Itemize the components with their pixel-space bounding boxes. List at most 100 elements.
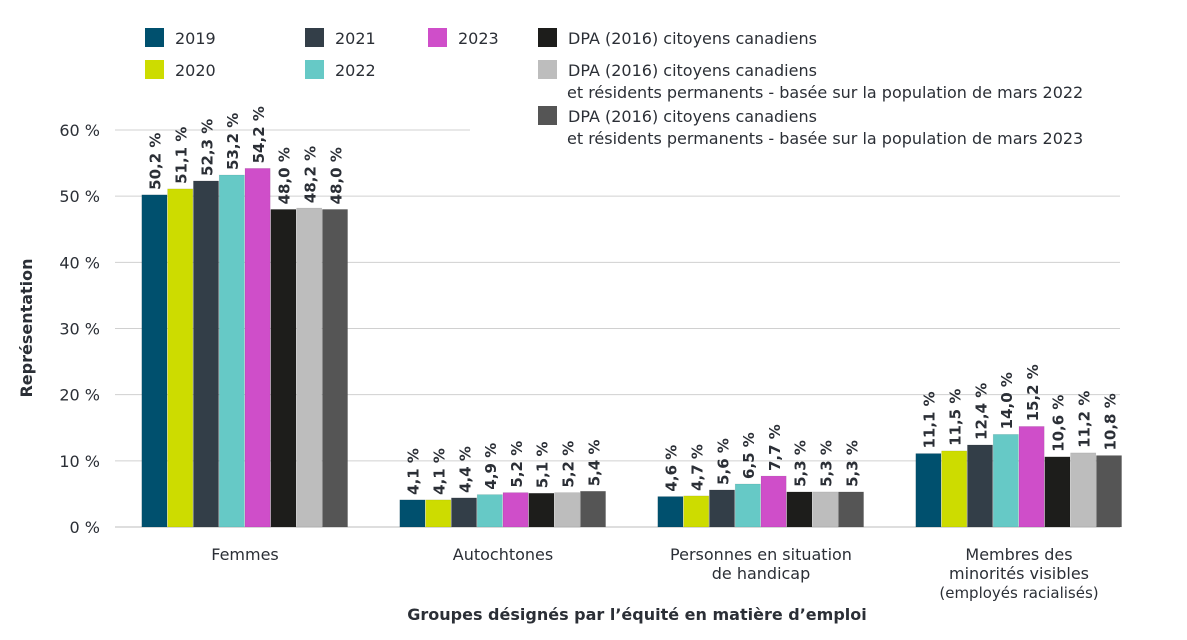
bar	[476, 494, 503, 528]
legend-swatch	[538, 28, 557, 47]
legend-swatch	[305, 28, 324, 47]
data-label: 54,2 %	[250, 106, 268, 163]
bar	[270, 209, 297, 528]
data-label: 4,6 %	[663, 445, 681, 492]
data-label: 7,7 %	[766, 424, 784, 471]
bar	[734, 483, 761, 528]
x-category-label: Autochtones	[453, 545, 553, 564]
bar	[580, 490, 606, 528]
bar	[760, 475, 787, 528]
bar	[141, 194, 168, 528]
data-label: 5,3 %	[792, 440, 810, 487]
x-category-label: (employés racialisés)	[939, 584, 1098, 602]
x-category-label: Femmes	[211, 545, 279, 564]
bar	[941, 450, 968, 528]
bar	[657, 496, 684, 528]
bar	[786, 491, 813, 528]
bar	[399, 499, 426, 528]
bar	[218, 174, 245, 528]
data-label: 5,1 %	[534, 441, 552, 488]
bar	[502, 492, 529, 528]
data-label: 50,2 %	[147, 133, 165, 190]
y-tick-label: 0 %	[70, 518, 100, 537]
data-label: 11,1 %	[921, 391, 939, 448]
bar	[451, 497, 477, 528]
legend-swatch	[305, 60, 324, 79]
bar	[1044, 456, 1071, 528]
bar	[244, 168, 271, 528]
legend: 2019 2020 2021 2022 2023 DPA (2016) citoyens …	[145, 20, 1120, 150]
bar	[1070, 452, 1097, 528]
bar	[992, 434, 1019, 528]
legend-label: DPA (2016) citoyens canadiens	[568, 61, 817, 80]
legend-label: 2019	[175, 29, 216, 48]
legend-swatch	[538, 60, 557, 79]
y-tick-label: 40 %	[59, 253, 100, 272]
data-label: 15,2 %	[1024, 364, 1042, 421]
bar	[1018, 426, 1045, 528]
data-label: 10,6 %	[1050, 395, 1068, 452]
bar	[167, 188, 194, 528]
x-category-label: Membres des	[965, 545, 1072, 564]
data-label: 5,4 %	[585, 439, 603, 486]
bar	[528, 492, 555, 528]
bar	[812, 491, 839, 528]
data-label: 4,1 %	[431, 448, 449, 495]
bar	[838, 491, 864, 528]
legend-swatch	[145, 28, 164, 47]
y-tick-label: 30 %	[59, 320, 100, 339]
data-label: 11,5 %	[947, 389, 965, 446]
data-label: 5,2 %	[508, 441, 526, 488]
data-label: 14,0 %	[998, 372, 1016, 429]
y-tick-label: 60 %	[59, 121, 100, 140]
legend-label: 2021	[335, 29, 376, 48]
data-label: 4,7 %	[689, 444, 707, 491]
data-label: 48,2 %	[302, 146, 320, 203]
x-axis-label: Groupes désignés par l’équité en matière…	[407, 605, 866, 624]
data-label: 10,8 %	[1101, 393, 1119, 450]
data-label: 48,0 %	[327, 147, 345, 204]
data-label: 5,6 %	[714, 438, 732, 485]
y-tick-label: 20 %	[59, 386, 100, 405]
legend-label: 2020	[175, 61, 216, 80]
data-label: 48,0 %	[276, 147, 294, 204]
x-category-label: minorités visibles	[949, 564, 1089, 583]
data-label: 6,5 %	[740, 432, 758, 479]
data-label: 51,1 %	[173, 127, 191, 184]
legend-swatch	[428, 28, 447, 47]
legend-label: DPA (2016) citoyens canadiens	[568, 29, 817, 48]
data-label: 5,2 %	[560, 441, 578, 488]
y-axis-label: Représentation	[17, 258, 36, 397]
y-tick-label: 50 %	[59, 187, 100, 206]
bar	[296, 207, 323, 528]
x-category-label: de handicap	[712, 564, 811, 583]
data-label: 5,3 %	[843, 440, 861, 487]
data-label: 4,1 %	[405, 448, 423, 495]
bar	[683, 495, 710, 528]
data-label: 4,9 %	[482, 443, 500, 490]
legend-label: DPA (2016) citoyens canadiens	[568, 107, 817, 126]
bar	[425, 499, 452, 528]
legend-swatch	[538, 106, 557, 125]
bar	[193, 180, 219, 528]
bar	[967, 444, 993, 528]
x-category-label: Personnes en situation	[670, 545, 852, 564]
legend-label: 2023	[458, 29, 499, 48]
data-label: 53,2 %	[224, 113, 242, 170]
bar	[554, 492, 581, 528]
data-label: 5,3 %	[818, 440, 836, 487]
bar	[915, 453, 942, 528]
legend-swatch	[145, 60, 164, 79]
data-label: 4,4 %	[456, 446, 474, 493]
bar	[322, 209, 348, 528]
legend-label: 2022	[335, 61, 376, 80]
y-tick-label: 10 %	[59, 452, 100, 471]
data-label: 12,4 %	[972, 383, 990, 440]
legend-label: et résidents permanents - basée sur la p…	[567, 83, 1083, 102]
legend-background	[470, 20, 1120, 150]
data-label: 52,3 %	[198, 119, 216, 176]
bar	[1096, 455, 1122, 528]
bar	[709, 489, 735, 528]
